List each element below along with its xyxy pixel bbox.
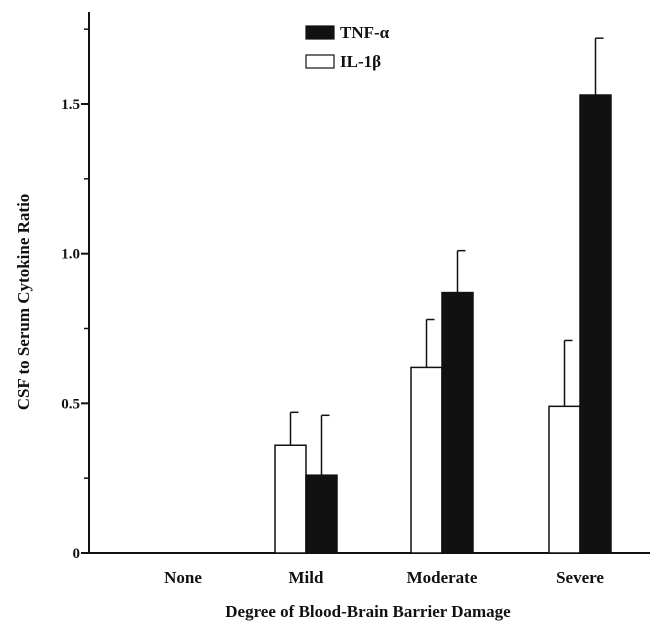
- legend-swatch: [305, 54, 335, 69]
- category-label: Moderate: [407, 568, 478, 587]
- bar: [548, 405, 581, 554]
- bar: [274, 444, 307, 554]
- x-axis-title: Degree of Blood-Brain Barrier Damage: [225, 602, 511, 621]
- y-tick-label: 1.5: [61, 97, 80, 113]
- y-ticks: 0 0.5 1.0 1.5: [61, 28, 89, 562]
- bar: [305, 474, 338, 554]
- bar: [410, 366, 443, 554]
- bars: [274, 37, 612, 554]
- legend-label: TNF-α: [340, 23, 390, 42]
- y-tick-label: 0: [73, 546, 81, 562]
- legend-label: IL-1β: [340, 52, 381, 71]
- y-axis-title: CSF to Serum Cytokine Ratio: [14, 194, 33, 411]
- legend-swatch: [305, 25, 335, 40]
- category-label: Mild: [289, 568, 324, 587]
- category-labels: None Mild Moderate Severe: [164, 568, 604, 587]
- category-label: Severe: [556, 568, 604, 587]
- category-label: None: [164, 568, 202, 587]
- bar: [579, 94, 612, 554]
- legend: TNF-α IL-1β: [305, 23, 390, 71]
- bar: [441, 291, 474, 554]
- y-tick-label: 0.5: [61, 396, 80, 412]
- y-tick-label: 1.0: [61, 247, 80, 263]
